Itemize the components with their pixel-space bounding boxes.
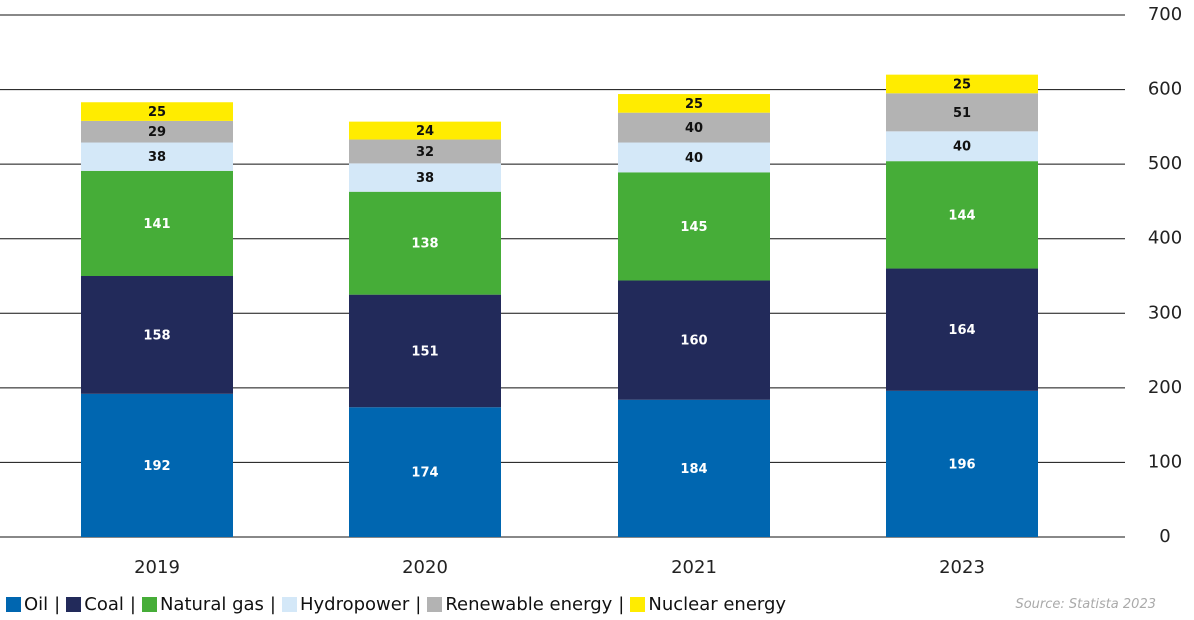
bar-segment — [886, 161, 1038, 269]
data-label: 24 — [416, 124, 434, 139]
data-label: 192 — [143, 459, 170, 474]
legend-item: Renewable energy — [427, 594, 612, 615]
bar-segment — [618, 280, 770, 400]
legend-label: Renewable energy — [445, 594, 613, 615]
bar-segment — [349, 163, 501, 192]
y-tick-label: 500 — [1148, 153, 1182, 174]
bar-segment — [349, 191, 501, 295]
data-label: 25 — [685, 97, 703, 112]
data-label: 144 — [948, 208, 975, 223]
legend-separator: | — [618, 594, 625, 615]
legend-item: Nuclear energy — [630, 594, 786, 615]
legend-label: Nuclear energy — [648, 594, 787, 615]
chart: 0 100 200 300 400 500 600 700 192 158 141 38 29 25 201… — [0, 4, 1182, 578]
data-label: 40 — [685, 151, 703, 166]
bar-segment — [349, 294, 501, 408]
bar-segment — [886, 93, 1038, 132]
y-tick-label: 300 — [1148, 302, 1182, 323]
data-label: 158 — [143, 328, 170, 343]
bar-segment — [81, 142, 233, 171]
legend: Oil | Coal | Natural gas | Hydropower | Renewabl… — [6, 594, 786, 615]
bar-segment — [81, 393, 233, 537]
bar-segment — [349, 139, 501, 164]
bar-segment — [349, 407, 501, 537]
bar-segment — [81, 120, 233, 143]
legend-separator: | — [415, 594, 422, 615]
x-tick-label: 2019 — [134, 557, 180, 578]
x-tick-label: 2021 — [671, 557, 717, 578]
data-label: 141 — [143, 217, 170, 232]
legend-item: Oil — [6, 594, 48, 615]
legend-label: Oil — [24, 594, 49, 615]
legend-item: Hydropower — [281, 594, 410, 615]
legend-swatch — [141, 597, 157, 612]
x-tick-label: 2023 — [939, 557, 985, 578]
legend-label: Hydropower — [299, 594, 410, 615]
bar-segment — [81, 170, 233, 276]
data-label: 40 — [685, 121, 703, 136]
legend-swatch — [281, 597, 297, 612]
data-label: 184 — [680, 462, 707, 477]
data-label: 25 — [953, 77, 971, 92]
legend-swatch — [66, 597, 82, 612]
legend-separator: | — [129, 594, 136, 615]
bar-segment — [618, 172, 770, 281]
bar-segment — [618, 112, 770, 143]
legend-label: Coal — [84, 594, 124, 615]
y-tick-label: 400 — [1148, 228, 1182, 249]
data-label: 160 — [680, 334, 707, 349]
data-label: 38 — [416, 171, 434, 186]
data-label: 145 — [680, 220, 707, 235]
legend-item: Coal — [66, 594, 124, 615]
bar-segment — [618, 399, 770, 537]
legend-swatch — [427, 597, 443, 612]
legend-label: Natural gas — [159, 594, 264, 615]
legend-item: Natural gas — [141, 594, 264, 615]
data-label: 38 — [148, 150, 166, 165]
source: Source: Statista 2023 — [1015, 597, 1156, 612]
data-label: 32 — [416, 145, 434, 160]
data-label: 174 — [411, 466, 438, 481]
data-label: 51 — [953, 106, 971, 121]
bar-segment — [349, 121, 501, 140]
bar-segment — [886, 390, 1038, 537]
bar-segment — [618, 142, 770, 173]
data-label: 164 — [948, 323, 975, 338]
data-label: 25 — [148, 105, 166, 120]
data-label: 29 — [148, 125, 166, 140]
x-tick-label: 2020 — [402, 557, 448, 578]
bar-segment — [81, 276, 233, 394]
bar-segment — [886, 131, 1038, 162]
legend-separator: | — [269, 594, 276, 615]
y-tick-label: 100 — [1148, 451, 1182, 472]
data-label: 151 — [411, 344, 438, 359]
legend-separator: | — [54, 594, 61, 615]
data-label: 40 — [953, 140, 971, 155]
legend-swatch — [630, 597, 646, 612]
legend-swatch — [6, 597, 21, 612]
bar-segment — [81, 102, 233, 121]
bar-segment — [886, 74, 1038, 94]
data-label: 196 — [948, 457, 975, 472]
y-tick-label: 700 — [1148, 4, 1182, 25]
bar-segment — [618, 94, 770, 113]
y-tick-label: 200 — [1148, 377, 1182, 398]
y-tick-label: 0 — [1159, 526, 1170, 547]
bar-segment — [886, 268, 1038, 391]
data-label: 138 — [411, 237, 438, 252]
y-tick-label: 600 — [1148, 79, 1182, 100]
